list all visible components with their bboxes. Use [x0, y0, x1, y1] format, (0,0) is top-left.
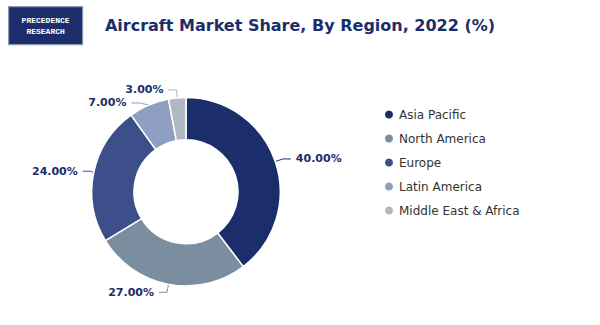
svg-text:3.00%: 3.00% [125, 83, 163, 96]
svg-text:40.00%: 40.00% [296, 152, 342, 165]
svg-text:Aircraft Market Share, By Regi: Aircraft Market Share, By Region, 2022 (… [105, 16, 495, 35]
svg-text:PRECEDENCE: PRECEDENCE [22, 16, 70, 25]
svg-text:27.00%: 27.00% [108, 286, 154, 299]
svg-text:Middle East & Africa: Middle East & Africa [399, 204, 520, 218]
svg-text:Europe: Europe [399, 156, 441, 170]
svg-text:Latin America: Latin America [399, 180, 482, 194]
svg-text:24.00%: 24.00% [32, 165, 78, 178]
svg-text:North America: North America [399, 132, 486, 146]
svg-text:Asia Pacific: Asia Pacific [399, 108, 466, 122]
svg-text:7.00%: 7.00% [88, 96, 126, 109]
svg-text:RESEARCH: RESEARCH [26, 27, 65, 36]
